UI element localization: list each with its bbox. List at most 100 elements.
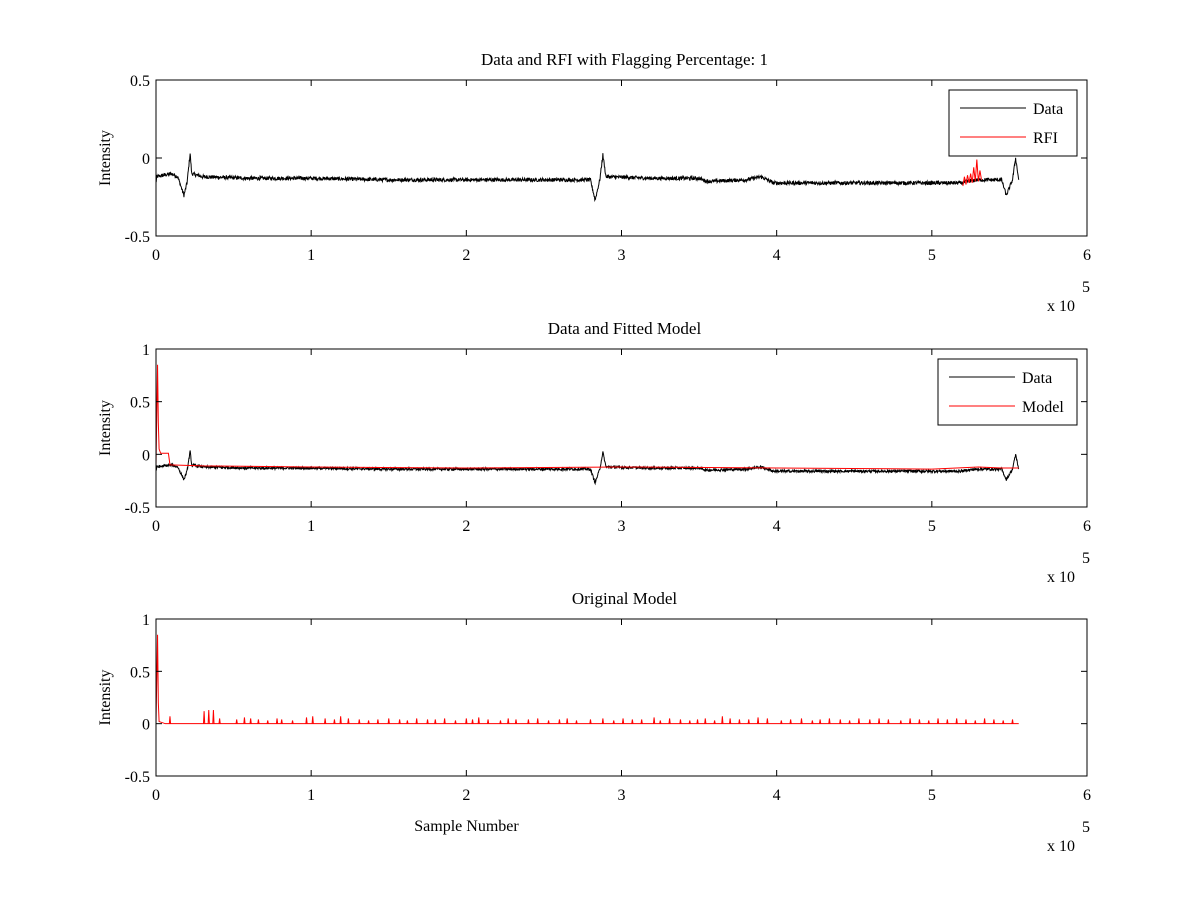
x-tick-label: 3 [618, 787, 626, 804]
spike-mark [266, 720, 269, 724]
spike-mark [887, 719, 890, 724]
spike-mark [547, 720, 550, 724]
spike-mark [659, 720, 662, 724]
spike-mark [499, 720, 502, 724]
spike-mark [789, 719, 792, 724]
spike-mark [621, 718, 625, 724]
spike-mark [426, 719, 429, 724]
x-tick-label: 5 [928, 247, 936, 264]
spike-mark [780, 720, 783, 724]
spike-mark [212, 710, 215, 724]
spike-mark [848, 720, 851, 724]
spike-mark [471, 719, 474, 724]
legend-label: RFI [1033, 130, 1058, 147]
spike-mark [347, 718, 350, 724]
spike-mark [398, 719, 401, 724]
series-rfi-line [962, 159, 982, 187]
spike-mark [704, 718, 707, 724]
spike-mark [927, 720, 930, 724]
y-axis-label: Intensity [97, 130, 114, 186]
spike-mark [721, 716, 724, 724]
spike-mark [688, 720, 691, 724]
x-tick-label: 4 [773, 518, 781, 535]
spike-mark [964, 719, 968, 724]
spike-mark [877, 718, 881, 724]
x-multiplier-exponent: 5 [1082, 819, 1090, 836]
x-tick-label: 1 [307, 518, 315, 535]
spike-mark [477, 717, 480, 724]
spike-mark [652, 717, 656, 724]
x-tick-label: 2 [462, 518, 470, 535]
spike-mark [235, 719, 238, 724]
spike-mark [738, 719, 741, 724]
spike-mark [946, 719, 949, 724]
spike-mark [908, 718, 912, 724]
x-multiplier-label: x 10 [1047, 298, 1075, 315]
spike-mark [679, 719, 682, 724]
spike-mark [358, 719, 361, 724]
y-tick-label: 0.5 [130, 664, 150, 681]
series-data-line [156, 450, 1020, 486]
spike-mark [668, 718, 671, 724]
spike-mark [486, 719, 490, 724]
x-tick-label: 6 [1083, 518, 1091, 535]
spike-mark [589, 719, 592, 724]
x-tick-label: 0 [152, 518, 160, 535]
series-model-line [156, 364, 1019, 470]
x-tick-label: 6 [1083, 247, 1091, 264]
spike-mark [257, 719, 260, 724]
legend-box [948, 89, 1078, 157]
spike-mark [367, 720, 370, 724]
plot-area [156, 364, 1020, 486]
spike-mark [601, 718, 604, 724]
spike-mark [800, 718, 803, 724]
legend-box [937, 358, 1078, 426]
spike-mark [465, 718, 468, 724]
spike-mark [756, 717, 760, 724]
x-tick-label: 3 [618, 247, 626, 264]
spike-mark [249, 718, 252, 724]
y-tick-label: 0 [142, 717, 150, 734]
x-tick-label: 0 [152, 787, 160, 804]
spike-mark [558, 719, 561, 724]
series-model-line [156, 634, 1019, 725]
spike-mark [566, 718, 569, 724]
spike-mark [168, 716, 172, 724]
spike-mark [839, 719, 842, 724]
spike-mark [218, 718, 221, 724]
y-tick-label: 0.5 [130, 73, 150, 90]
spike-mark [575, 720, 578, 724]
x-tick-label: 0 [152, 247, 160, 264]
spike-mark [936, 718, 940, 724]
spike-mark [983, 718, 986, 724]
x-tick-label: 4 [773, 787, 781, 804]
spike-mark [434, 719, 437, 724]
y-tick-label: 0 [142, 151, 150, 168]
spike-mark [305, 717, 308, 724]
x-axis-label: Sample Number [414, 818, 519, 835]
spike-mark [339, 716, 342, 724]
legend-label: Data [1033, 101, 1063, 118]
x-tick-label: 5 [928, 787, 936, 804]
series-data-line [156, 153, 1020, 203]
x-tick-label: 5 [928, 518, 936, 535]
spike-mark [766, 718, 769, 724]
chart-title: Data and Fitted Model [548, 319, 702, 338]
y-tick-label: 1 [142, 342, 150, 359]
spike-mark [992, 719, 996, 724]
x-tick-label: 1 [307, 247, 315, 264]
x-multiplier-label: x 10 [1047, 838, 1075, 855]
spike-mark [1002, 720, 1005, 724]
y-axis-label: Intensity [97, 670, 114, 726]
spike-mark [387, 718, 390, 724]
spike-mark [696, 719, 699, 724]
y-tick-label: 1 [142, 612, 150, 629]
y-tick-label: -0.5 [125, 500, 150, 517]
legend-label: Data [1022, 370, 1052, 387]
spike-mark [1011, 719, 1014, 724]
spike-mark [536, 718, 539, 724]
x-multiplier-label: x 10 [1047, 569, 1075, 586]
x-tick-label: 4 [773, 247, 781, 264]
